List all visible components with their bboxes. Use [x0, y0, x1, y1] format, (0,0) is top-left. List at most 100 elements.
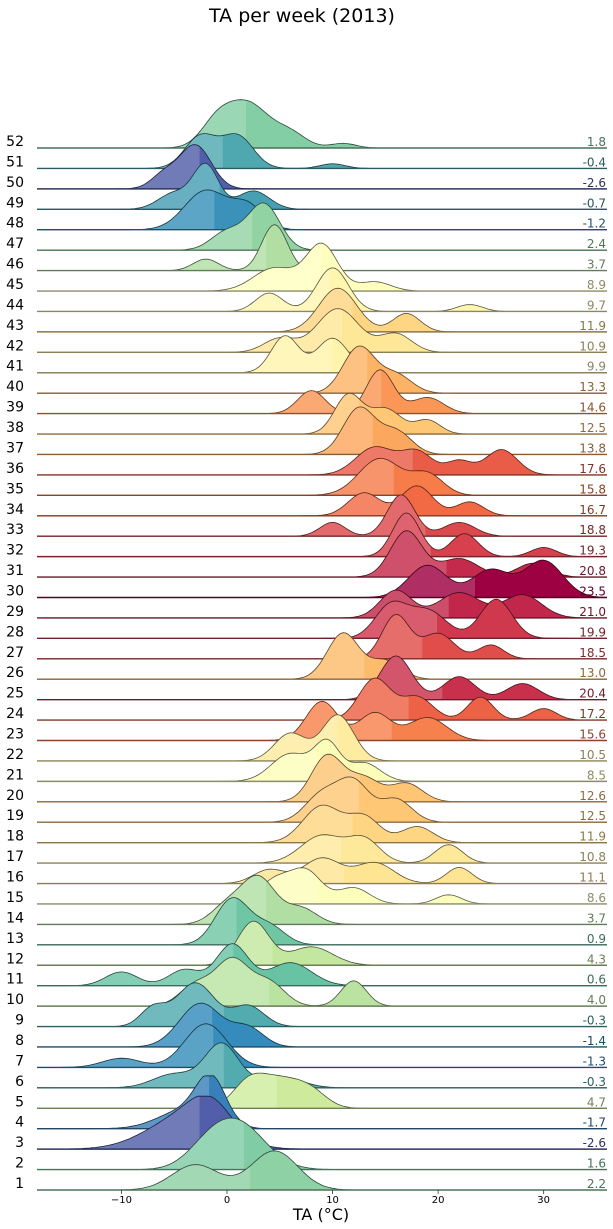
ridge-week-25	[37, 655, 607, 701]
week-label: 23	[6, 727, 24, 743]
ridge-week-8	[37, 1002, 607, 1048]
ridge-week-33	[37, 494, 607, 537]
ridge-fill	[37, 485, 607, 516]
mean-label: 0.6	[587, 973, 606, 987]
ridge-week-34	[37, 485, 607, 517]
week-label: 5	[15, 1094, 24, 1110]
mean-label: 17.2	[579, 707, 606, 721]
week-label: 26	[6, 665, 24, 681]
week-label: 25	[6, 686, 24, 702]
ridge-week-1	[37, 1150, 607, 1191]
ridge-fill	[37, 530, 607, 578]
ridge-week-38	[37, 392, 607, 435]
x-tick-label: −10	[111, 1195, 132, 1206]
week-label: 21	[6, 767, 24, 783]
mean-label: -2.6	[583, 176, 606, 190]
ridge-fill	[37, 512, 607, 557]
ridge-fill-lower	[37, 565, 476, 598]
ridge-fill-lower	[37, 1075, 210, 1129]
ridge-fill-lower	[37, 1096, 200, 1150]
week-label: 3	[15, 1135, 24, 1151]
week-label: 49	[6, 195, 24, 211]
week-label: 35	[6, 481, 24, 497]
mean-label: 13.8	[579, 441, 606, 455]
ridge-fill-lower	[37, 943, 234, 986]
ridge-outline	[37, 162, 607, 210]
ridge-fill-lower	[37, 655, 443, 700]
week-label: 2	[15, 1156, 24, 1172]
week-label: 4	[15, 1115, 24, 1131]
mean-label: 9.9	[587, 360, 606, 374]
chart-title: TA per week (2013)	[208, 5, 395, 27]
ridge-fill-lower	[37, 982, 224, 1027]
ridge-fill	[37, 560, 607, 598]
mean-label: 4.7	[587, 1095, 606, 1109]
ridge-fill-lower	[37, 243, 321, 292]
ridges	[37, 99, 607, 1191]
mean-label: -0.3	[583, 1014, 606, 1028]
mean-label: 11.9	[579, 830, 606, 844]
mean-label: 20.4	[579, 687, 606, 701]
mean-label: -0.7	[583, 196, 606, 210]
x-axis-label: TA (°C)	[292, 1205, 349, 1224]
mean-label: 13.3	[579, 380, 606, 394]
ridge-fill	[37, 133, 607, 169]
mean-label: -1.3	[583, 1054, 606, 1068]
ridge-fill	[37, 99, 607, 148]
week-label: 37	[6, 440, 24, 456]
mean-label: -0.3	[583, 1075, 606, 1089]
ridge-fill-lower	[37, 163, 220, 210]
ridge-week-39	[37, 369, 607, 415]
ridge-fill-lower	[37, 701, 392, 741]
mean-label: 2.2	[587, 1177, 606, 1191]
week-label: 22	[6, 747, 24, 763]
ridge-fill-lower	[164, 209, 253, 251]
week-label: 30	[6, 583, 24, 599]
mean-label: 0.9	[587, 932, 606, 946]
ridge-week-31	[37, 530, 607, 578]
ridge-week-52	[37, 99, 607, 149]
ridge-fill-lower	[37, 99, 246, 148]
ridge-fill	[37, 867, 607, 904]
ridge-fill-lower	[37, 458, 394, 496]
ridge-week-49	[37, 162, 607, 210]
ridge-week-40	[37, 345, 607, 394]
ridge-fill-lower	[185, 921, 273, 966]
ridge-fill	[37, 1073, 607, 1109]
week-label: 47	[6, 236, 24, 252]
mean-label: 2.4	[587, 237, 606, 251]
ridge-fill-lower	[37, 1023, 214, 1068]
week-label: 51	[6, 154, 24, 170]
mean-label: 14.6	[579, 401, 606, 415]
mean-label: 8.9	[587, 278, 606, 292]
week-label: 8	[15, 1033, 24, 1049]
mean-label: 17.6	[579, 462, 606, 476]
ridge-week-48	[37, 189, 607, 231]
mean-label: 10.5	[579, 748, 606, 762]
ridge-fill	[37, 921, 607, 966]
mean-label: 15.6	[579, 728, 606, 742]
mean-label: 4.3	[587, 952, 606, 966]
mean-label: 12.5	[579, 421, 606, 435]
mean-label: 8.5	[587, 768, 606, 782]
ridge-week-6	[37, 1042, 607, 1089]
week-label: 44	[6, 297, 24, 313]
mean-label: 10.9	[579, 339, 606, 353]
week-label: 20	[6, 788, 24, 804]
week-label: 39	[6, 400, 24, 416]
week-label: 52	[6, 134, 24, 150]
ridge-week-11	[37, 943, 607, 987]
mean-label: 11.1	[579, 871, 606, 885]
ridge-outline	[37, 485, 607, 517]
week-label: 42	[6, 338, 24, 354]
ridge-fill-lower	[37, 189, 215, 230]
week-label: 12	[6, 951, 24, 967]
ridge-week-9	[37, 982, 607, 1028]
ridge-fill-lower	[37, 346, 368, 394]
mean-label: -1.2	[583, 217, 606, 231]
ridge-week-27	[37, 613, 607, 660]
week-label: 38	[6, 420, 24, 436]
x-tick-label: 30	[537, 1195, 550, 1206]
mean-label: -0.4	[583, 155, 606, 169]
